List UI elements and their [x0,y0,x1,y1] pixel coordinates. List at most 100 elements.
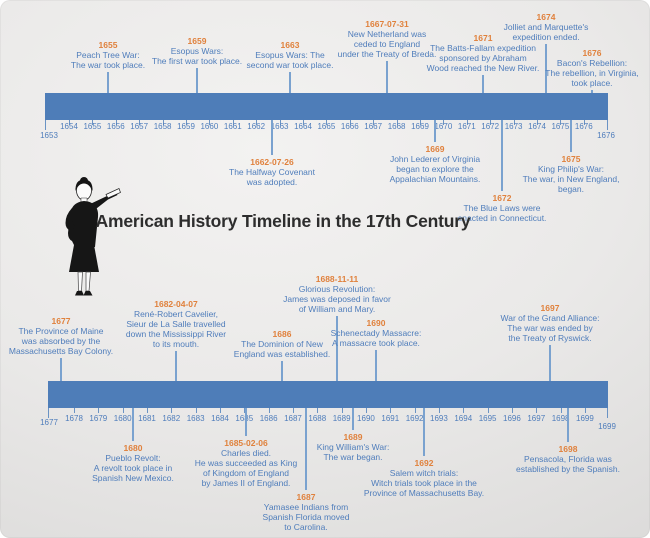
timeline-bar[interactable] [48,381,608,408]
presenter-figure[interactable] [42,175,130,297]
year-label: 1699 [576,414,594,423]
event-description-line: the Treaty of Ryswick. [508,333,592,343]
event-connector-line [196,68,198,93]
event-connector-line [482,75,484,93]
year-tick [98,408,100,413]
event-description-line: to Carolina. [284,522,328,532]
event-text: 1672 The Blue Laws were enacted in Connect… [458,193,547,223]
event-date: 1669 [425,144,445,154]
event-description-line: took place. [571,78,613,88]
year-tick [487,408,489,413]
year-tick [92,120,94,125]
event-description-line: The war took place. [70,60,146,70]
year-tick [162,120,164,125]
year-tick [560,408,562,413]
event-description-line: The Province of Maine [18,326,104,336]
event-connector-line [60,358,62,381]
event-description-line: was absorbed by the [21,336,101,346]
event-description-line: England was established. [233,349,331,359]
year-tick [560,120,562,125]
event-description-line: Salem witch trials: [389,468,459,478]
year-label: 1657 [130,122,149,131]
event-text: 1692 Salem witch trials: Witch trials took… [364,458,484,498]
event-connector-line [305,408,307,490]
event-description-line: under the Treaty of Breda. [337,49,437,59]
event-description-line: John Lederer of Virginia [389,154,481,164]
event-description-line: A massacre took place. [332,338,420,348]
year-label: 1686 [259,414,278,423]
event-text: 1682-04-07 René-Robert Cavelier, Sieur de … [126,299,226,349]
year-label: 1695 [478,414,497,423]
year-tick [463,408,465,413]
event-description-line: Spanish Florida moved [262,512,350,522]
year-tick [171,408,173,413]
event-connector-line [591,90,593,93]
year-label: 1696 [503,414,521,423]
event-connector-line [281,361,283,381]
year-label: 1685 [229,414,259,423]
event-date: 1680 [123,443,143,453]
timeline-bar[interactable] [45,93,608,120]
event-text: 1674 Jolliet and Marquette's expedition en… [504,12,589,42]
event-description-line: ceded to England [353,39,421,49]
event-date: 1675 [561,154,581,164]
event-date: 1667-07-31 [365,19,409,29]
event-description-line: The war was ended by [507,323,593,333]
event-date: 1676 [582,48,602,58]
event-date: 1671 [473,33,493,43]
event-text: 1687 Yamasee Indians from Spanish Florida … [263,492,350,532]
event-description-line: The Dominion of New [241,339,323,349]
event-description-line: The Halfway Covenant [229,167,315,177]
year-label: 1679 [89,414,108,423]
event-connector-line [175,351,177,381]
year-tick [420,120,421,125]
event-date: 1674 [536,12,556,22]
year-label: 1675 [551,122,570,131]
year-tick [414,408,416,413]
event-description-line: Sieur de La Salle travelled [126,319,226,329]
event-connector-line [545,44,547,93]
event-description-line: down the Mississippi River [125,329,227,339]
year-tick [396,120,398,125]
year-tick [317,408,319,413]
event-text: 1663 Esopus Wars: The second war took plac… [247,40,334,70]
diagram-title[interactable]: American History Timeline in the 17th Ce… [95,211,471,231]
event-description-line: Pueblo Revolt: [105,453,161,463]
year-tick [69,120,70,125]
year-label: 1691 [381,414,400,423]
event-text: 1667-07-31 New Netherland was ceded to Eng… [338,19,437,59]
year-label: 1660 [200,122,219,131]
year-label: 1698 [551,414,570,423]
event-text: 1698 Pensacola, Florida was established by… [516,444,620,474]
year-label: 1666 [340,122,359,131]
year-tick [146,408,148,413]
year-label: 1683 [186,414,205,423]
event-date: 1677 [51,316,71,326]
year-tick [349,120,351,125]
year-tick [279,120,281,125]
event-description-line: Province of Massachusetts Bay. [363,488,485,498]
event-connector-line [336,316,338,381]
event-text: 1655 Peach Tree War: The war took place. [71,40,145,70]
year-label: 1681 [138,414,156,423]
event-date: 1690 [366,318,386,328]
edge-year-label: 1677 [40,418,58,427]
edge-tick [607,120,608,130]
event-text: 1659 Esopus Wars: The first war took place… [152,36,242,66]
year-tick [232,120,234,125]
event-description-line: began. [558,184,584,194]
year-label: 1670 [434,122,453,131]
event-text: 1686 The Dominion of New England was estab… [234,329,330,359]
event-connector-line [132,408,134,441]
year-label: 1684 [211,414,229,423]
event-connector-line [570,120,572,152]
event-connector-line [501,120,503,191]
event-description-line: second war took place. [246,60,334,70]
year-label: 1661 [223,122,242,131]
event-description-line: to its mouth. [152,339,200,349]
event-description-line: by James II of England. [201,478,291,488]
event-description-line: Peach Tree War: [76,50,140,60]
edge-year-label: 1699 [598,422,616,431]
year-label: 1665 [317,122,336,131]
event-description-line: He was succeeded as King [194,458,298,468]
